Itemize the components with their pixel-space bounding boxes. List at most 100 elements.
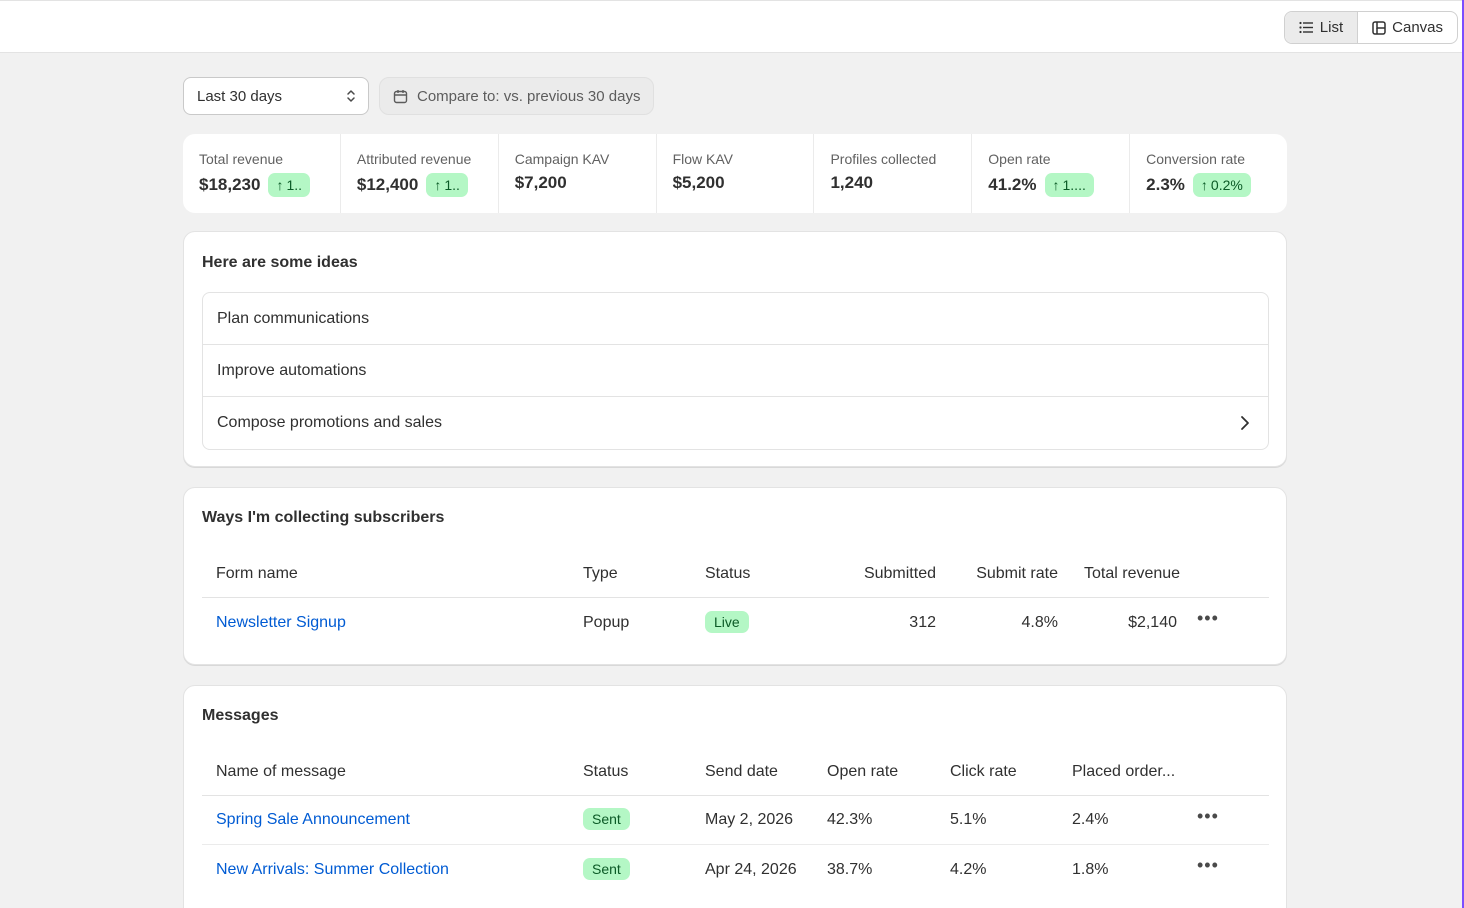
metric-attributed-revenue[interactable]: Attributed revenue $12,400 ↑ 1.. (341, 134, 499, 213)
calendar-icon (393, 89, 408, 103)
column-header[interactable]: Submitted (863, 564, 936, 582)
click-rate: 5.1% (950, 811, 987, 828)
window-edge (1462, 0, 1464, 908)
form-type: Popup (583, 613, 630, 631)
ideas-title: Here are some ideas (202, 254, 358, 271)
total-revenue: $2,140 (1128, 613, 1177, 631)
table-header: Name of message Status Send date Open ra… (202, 748, 1269, 796)
filter-bar: Last 30 days Compare to: vs. previous 30… (183, 77, 655, 115)
more-horizontal-icon[interactable]: ••• (1197, 855, 1219, 875)
metric-label: Total revenue (199, 151, 284, 167)
click-rate: 4.2% (950, 860, 987, 878)
select-arrows-icon (347, 90, 355, 102)
ideas-card: Here are some ideas Plan communications … (183, 231, 1287, 467)
date-range-value: Last 30 days (197, 87, 283, 105)
column-header[interactable]: Submit rate (976, 564, 1058, 582)
change-badge: ↑ 1.... (1044, 173, 1094, 197)
canvas-view-label: Canvas (1392, 19, 1443, 36)
messages-card: Messages Name of message Status Send dat… (183, 685, 1287, 908)
metric-value: $18,230 (199, 175, 261, 194)
column-header[interactable]: Click rate (950, 762, 1017, 780)
change-value: 1.. (286, 177, 303, 193)
table-row: New Arrivals: Summer Collection Sent Apr… (202, 845, 1269, 894)
column-header[interactable]: Form name (216, 564, 298, 582)
top-bar: List Canvas (0, 0, 1462, 53)
metric-conversion-rate[interactable]: Conversion rate 2.3% ↑ 0.2% (1130, 134, 1287, 213)
compare-button[interactable]: Compare to: vs. previous 30 days (379, 77, 655, 115)
metric-flow-kav[interactable]: Flow KAV $5,200 (657, 134, 815, 213)
idea-label: Improve automations (217, 361, 367, 379)
idea-plan-communications[interactable]: Plan communications (203, 293, 1268, 345)
arrow-up-icon: ↑ (276, 177, 284, 193)
metric-profiles-collected[interactable]: Profiles collected 1,240 (814, 134, 973, 213)
metric-label: Flow KAV (672, 151, 734, 167)
view-toggle: List Canvas (1283, 11, 1458, 44)
column-header[interactable]: Name of message (216, 762, 346, 780)
column-header[interactable]: Placed order... (1072, 762, 1176, 780)
status-badge: Sent (583, 808, 630, 830)
column-header[interactable]: Status (583, 762, 629, 780)
open-rate: 38.7% (827, 860, 873, 878)
column-header[interactable]: Status (705, 564, 751, 582)
subscribers-title: Ways I'm collecting subscribers (202, 509, 445, 526)
metric-value: $7,200 (514, 173, 567, 192)
arrow-up-icon: ↑ (1200, 177, 1208, 193)
metric-label: Profiles collected (830, 151, 937, 167)
metric-total-revenue[interactable]: Total revenue $18,230 ↑ 1.. (183, 134, 341, 213)
placed-order-rate: 1.8% (1072, 860, 1109, 878)
column-header[interactable]: Type (583, 564, 618, 582)
change-value: 1.. (444, 177, 460, 193)
more-horizontal-icon[interactable]: ••• (1197, 608, 1219, 628)
list-view-label: List (1319, 19, 1344, 36)
canvas-view-button[interactable]: Canvas (1358, 12, 1457, 43)
change-value: 1.... (1062, 177, 1086, 193)
open-rate: 42.3% (827, 811, 873, 828)
status-badge: Sent (583, 857, 630, 880)
arrow-up-icon: ↑ (1052, 177, 1060, 193)
column-header[interactable]: Open rate (827, 762, 899, 780)
messages-table: Name of message Status Send date Open ra… (202, 748, 1269, 894)
subscribers-card: Ways I'm collecting subscribers Form nam… (183, 487, 1287, 665)
compare-label: Compare to: vs. previous 30 days (417, 87, 641, 105)
send-date: May 2, 2026 (705, 811, 794, 828)
idea-label: Plan communications (217, 309, 370, 327)
metric-open-rate[interactable]: Open rate 41.2% ↑ 1.... (972, 134, 1131, 213)
more-horizontal-icon[interactable]: ••• (1197, 806, 1219, 826)
metric-label: Open rate (988, 151, 1051, 167)
metric-label: Conversion rate (1146, 151, 1245, 167)
arrow-up-icon: ↑ (434, 177, 442, 193)
column-header[interactable]: Send date (705, 762, 778, 780)
table-row: Newsletter Signup Popup Live 312 4.8% $2… (202, 598, 1269, 647)
change-value: 0.2% (1210, 177, 1243, 193)
form-name-link[interactable]: Newsletter Signup (216, 613, 346, 631)
status-badge: Live (705, 610, 749, 633)
metric-label: Attributed revenue (356, 151, 472, 167)
table-row: Spring Sale Announcement Sent May 2, 202… (202, 796, 1269, 845)
send-date: Apr 24, 2026 (705, 860, 797, 878)
change-badge: ↑ 1.. (268, 173, 311, 197)
metric-value: 41.2% (988, 175, 1037, 194)
table-header: Form name Type Status Submitted Submit r… (202, 550, 1269, 598)
list-view-button[interactable]: List (1284, 12, 1359, 43)
metrics-summary: Total revenue $18,230 ↑ 1.. Attributed re… (183, 134, 1287, 213)
metric-label: Campaign KAV (514, 151, 610, 167)
messages-title: Messages (202, 707, 279, 724)
idea-improve-automations[interactable]: Improve automations (203, 345, 1268, 397)
submit-rate: 4.8% (1021, 613, 1058, 631)
ideas-list: Plan communications Improve automations … (202, 292, 1269, 450)
message-name-link[interactable]: Spring Sale Announcement (216, 811, 410, 828)
idea-compose-promotions[interactable]: Compose promotions and sales (203, 397, 1268, 449)
submitted-count: 312 (909, 613, 936, 631)
metric-value: 2.3% (1146, 175, 1185, 194)
canvas-icon (1372, 20, 1386, 35)
message-name-link[interactable]: New Arrivals: Summer Collection (216, 860, 449, 878)
metric-campaign-kav[interactable]: Campaign KAV $7,200 (499, 134, 657, 213)
subscribers-table: Form name Type Status Submitted Submit r… (202, 550, 1269, 647)
change-badge: ↑ 0.2% (1192, 173, 1251, 197)
chevron-right-icon (1241, 416, 1249, 430)
date-range-select[interactable]: Last 30 days (183, 77, 369, 115)
metric-value: 1,240 (830, 173, 873, 192)
metric-value: $5,200 (672, 173, 725, 192)
list-icon (1299, 21, 1313, 34)
column-header[interactable]: Total revenue (1084, 564, 1181, 582)
